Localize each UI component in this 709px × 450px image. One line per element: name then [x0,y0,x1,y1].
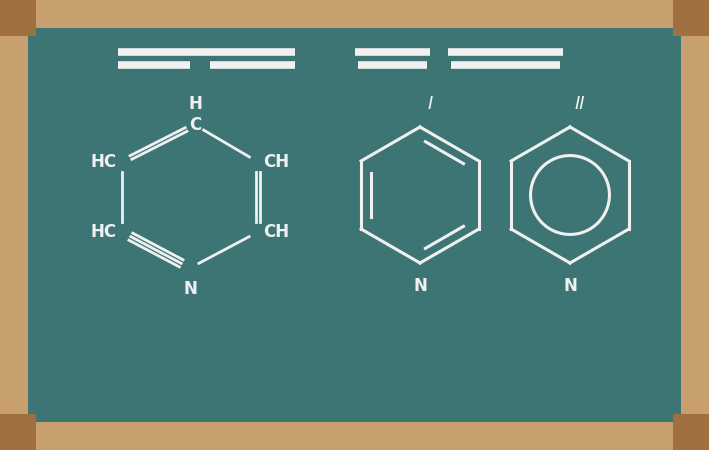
Text: C: C [189,116,201,134]
Text: CH: CH [263,223,289,241]
Text: N: N [413,277,427,295]
FancyBboxPatch shape [0,414,36,450]
FancyBboxPatch shape [0,0,36,36]
FancyBboxPatch shape [673,414,709,450]
Text: I: I [428,95,432,113]
Text: CH: CH [263,153,289,171]
Text: HC: HC [91,223,117,241]
Text: N: N [563,277,577,295]
Text: H: H [188,95,202,113]
FancyBboxPatch shape [28,28,681,422]
FancyBboxPatch shape [673,0,709,36]
Text: II: II [575,95,585,113]
Text: HC: HC [91,153,117,171]
Text: N: N [183,280,197,298]
